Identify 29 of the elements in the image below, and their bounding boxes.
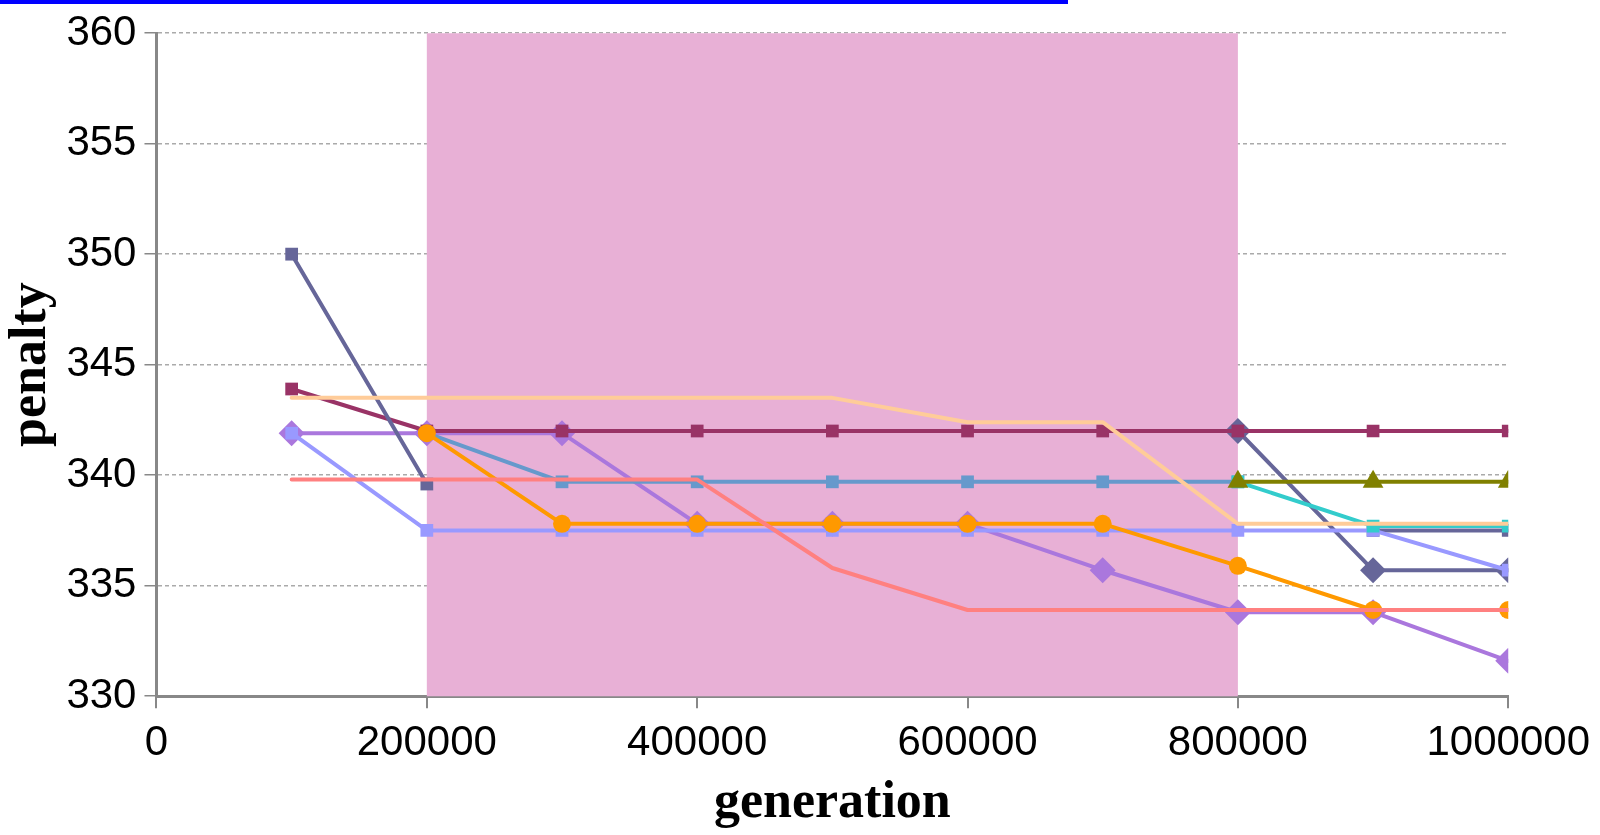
point	[1089, 557, 1116, 584]
x-tick-label: 1000000	[1426, 716, 1590, 764]
x-tick-label: 200000	[356, 716, 497, 764]
x-tick-label: 0	[144, 716, 169, 764]
point	[1360, 557, 1387, 584]
x-tick-label: 800000	[1167, 716, 1308, 764]
y-tick-label: 335	[66, 559, 137, 607]
point	[420, 524, 434, 537]
point	[1228, 556, 1247, 575]
y-tick-label: 345	[66, 338, 137, 386]
point	[1096, 475, 1110, 489]
point	[285, 382, 299, 396]
x-tick-label: 600000	[897, 716, 1038, 764]
point	[285, 247, 299, 261]
point	[961, 475, 974, 489]
point	[553, 514, 572, 533]
x-tick-label: 400000	[627, 716, 768, 764]
y-tick-label: 340	[66, 448, 137, 496]
point	[961, 424, 974, 438]
y-tick-label: 360	[66, 6, 137, 54]
point	[1093, 514, 1112, 533]
y-tick-label: 330	[66, 669, 137, 717]
point	[826, 424, 839, 438]
point	[826, 475, 839, 489]
point	[690, 424, 704, 438]
y-tick-label: 355	[66, 117, 137, 165]
y-tick-label: 350	[66, 227, 137, 275]
y-axis-title: penalty	[0, 282, 56, 448]
x-axis-title: generation	[713, 771, 951, 829]
